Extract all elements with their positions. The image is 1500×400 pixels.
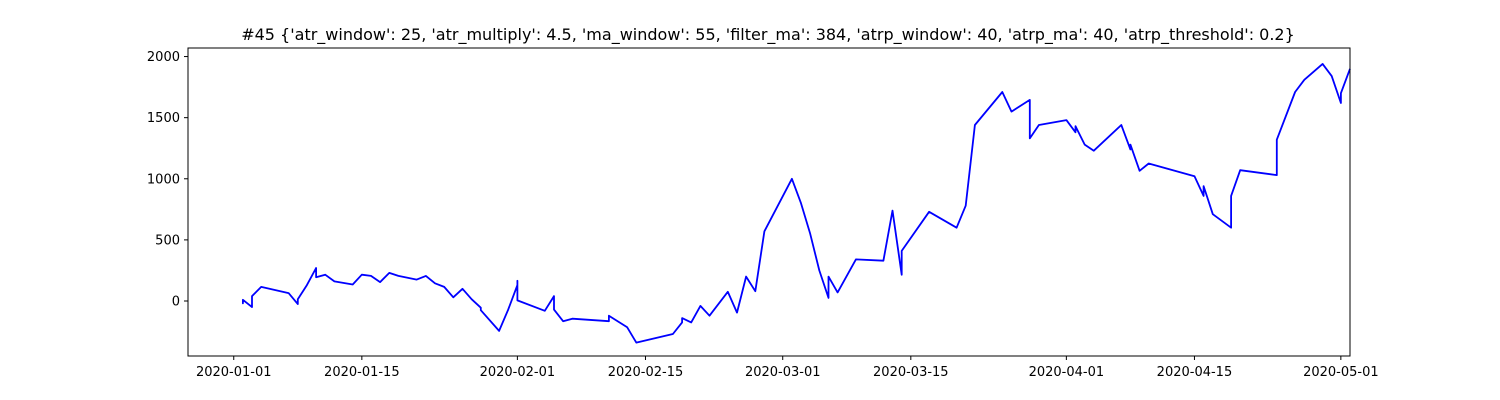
y-tick-label: 2000 — [147, 50, 180, 65]
plot-area-frame — [187, 47, 1351, 357]
x-tick-label: 2020-05-01 — [1303, 365, 1379, 380]
x-tick-label: 2020-04-01 — [1029, 365, 1105, 380]
y-axis: 0 500 1000 1500 2000 — [147, 50, 188, 310]
x-tick-label: 2020-01-15 — [324, 365, 400, 380]
y-tick-label: 0 — [172, 295, 180, 310]
x-tick-label: 2020-04-15 — [1157, 365, 1233, 380]
x-tick-label: 2020-02-15 — [608, 365, 684, 380]
x-axis: 2020-01-01 2020-01-15 2020-02-01 2020-02-15… — [196, 356, 1379, 380]
x-tick-label: 2020-03-01 — [745, 365, 821, 380]
x-tick-label: 2020-03-15 — [873, 365, 949, 380]
y-tick-label: 1000 — [147, 172, 180, 187]
y-tick-label: 1500 — [147, 111, 180, 126]
series-line-group — [242, 63, 1351, 344]
x-tick-label: 2020-01-01 — [196, 365, 272, 380]
y-tick-label: 500 — [155, 233, 180, 248]
x-tick-label: 2020-02-01 — [480, 365, 556, 380]
series-line — [242, 63, 1351, 344]
chart-title: #45 {'atr_window': 25, 'atr_multiply': 4… — [241, 25, 1295, 45]
